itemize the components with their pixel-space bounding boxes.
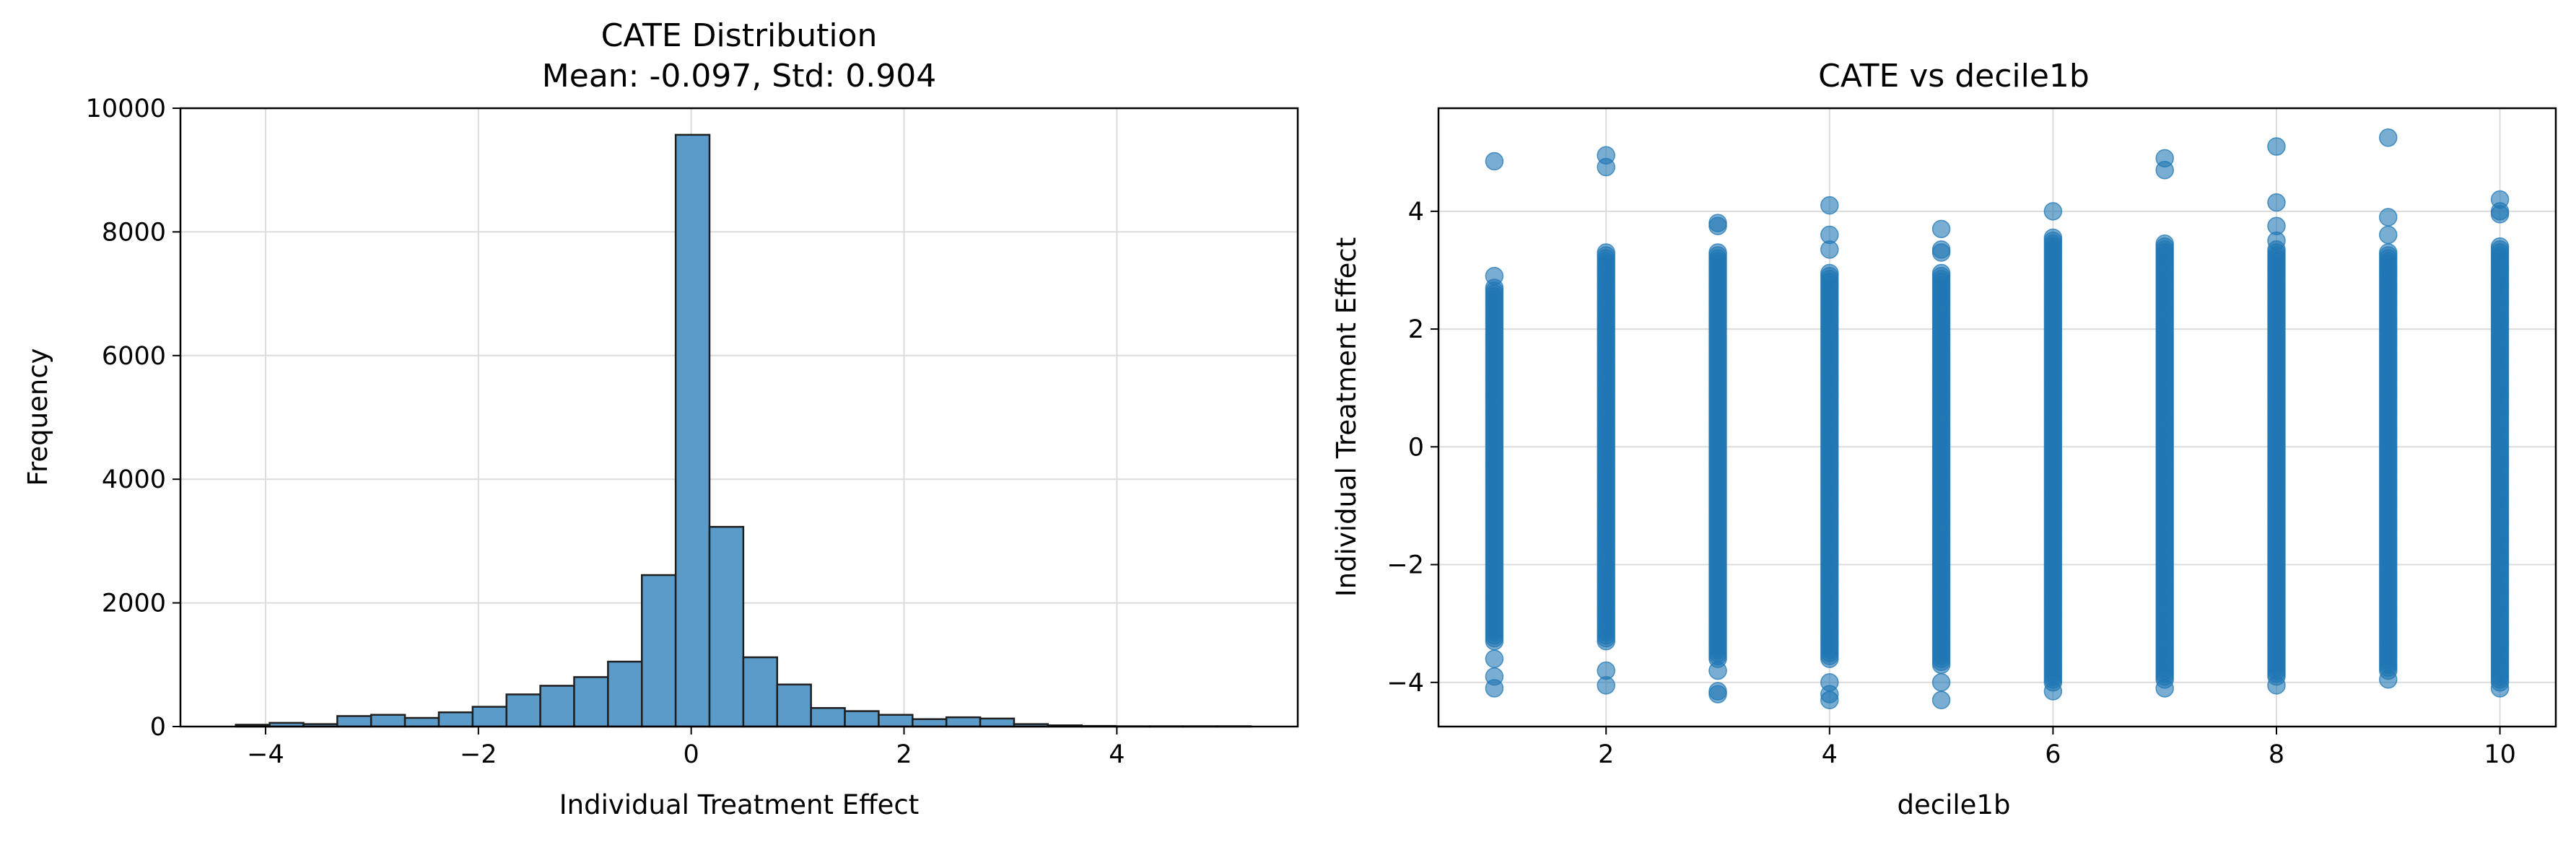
histogram-bar <box>708 525 745 728</box>
histogram-bar <box>674 133 711 728</box>
scatter-point <box>2155 234 2174 253</box>
histogram-x-ticks: −4 −2 0 2 4 <box>247 727 1125 769</box>
scatter-y-tick-label: 0 <box>1408 433 1424 462</box>
scatter-x-ticks: 2 4 6 8 10 <box>1598 727 2516 769</box>
scatter-point <box>2267 231 2286 250</box>
histogram-bar <box>336 715 372 728</box>
histogram-y-tick-label: 8000 <box>102 218 166 247</box>
scatter-point <box>1708 216 1727 235</box>
histogram-x-tick-label: 2 <box>896 740 912 769</box>
histogram-bar <box>539 685 575 728</box>
scatter-point <box>1597 157 1615 177</box>
scatter-x-tick-label: 2 <box>1598 740 1614 769</box>
scatter-point <box>1931 263 1951 283</box>
scatter-point <box>2155 160 2174 180</box>
scatter-point <box>2490 237 2510 256</box>
scatter-point <box>1597 676 1615 695</box>
scatter-y-label: Individual Treatment Effect <box>1331 237 1362 597</box>
scatter-point <box>1820 240 1839 259</box>
scatter-point <box>1820 263 1839 283</box>
histogram-bar <box>437 711 474 728</box>
scatter-point <box>1485 152 1504 171</box>
histogram-bar <box>810 707 846 728</box>
histogram-bar <box>471 706 507 728</box>
scatter-point <box>2043 202 2063 221</box>
histogram-bar <box>878 714 914 728</box>
scatter-point <box>1931 690 1951 710</box>
histogram-bar <box>776 683 812 728</box>
scatter-y-ticks: −4 −2 0 2 4 <box>1387 198 1438 698</box>
scatter-point <box>2379 208 2398 227</box>
histogram-y-label: Frequency <box>22 348 53 486</box>
histogram-bar <box>979 717 1016 728</box>
histogram-title: CATE Distribution <box>601 17 878 54</box>
scatter-point <box>1708 685 1727 703</box>
scatter-point <box>1931 243 1951 262</box>
scatter-point <box>2267 676 2286 695</box>
scatter-x-tick-label: 8 <box>2269 740 2284 769</box>
histogram-y-tick-label: 0 <box>150 713 166 742</box>
scatter-frame <box>1437 107 2557 728</box>
histogram-bar <box>505 693 541 728</box>
histogram-bar <box>912 718 948 728</box>
scatter-y-tick-label: −4 <box>1387 669 1424 698</box>
scatter-point <box>2043 682 2063 701</box>
scatter-point <box>1597 243 1615 262</box>
scatter-point <box>1931 219 1951 239</box>
scatter-point <box>1931 673 1951 692</box>
histogram-x-label: Individual Treatment Effect <box>559 789 919 820</box>
scatter-y-tick-label: −2 <box>1387 551 1424 580</box>
scatter-point <box>2379 670 2398 689</box>
histogram-bar <box>641 574 677 728</box>
scatter-y-tick-label: 2 <box>1408 315 1424 344</box>
scatter-point <box>2155 679 2174 698</box>
scatter-point <box>2379 225 2398 245</box>
histogram-x-tick-label: 0 <box>684 740 699 769</box>
scatter-point <box>2043 228 2063 247</box>
scatter-point <box>2267 193 2286 212</box>
histogram-y-tick-label: 2000 <box>102 589 166 618</box>
histogram-y-ticks: 0 2000 4000 6000 8000 10000 <box>86 95 180 742</box>
scatter-point <box>1485 679 1504 698</box>
histogram-bar <box>607 660 643 728</box>
histogram-bar <box>844 710 880 728</box>
histogram-panel: CATE Distribution Mean: -0.097, Std: 0.9… <box>22 17 1299 820</box>
scatter-point <box>2490 679 2510 698</box>
histogram-y-tick-label: 4000 <box>102 465 166 494</box>
scatter-point <box>2490 205 2510 224</box>
scatter-title: CATE vs decile1b <box>1818 58 2090 95</box>
scatter-x-tick-label: 10 <box>2484 740 2516 769</box>
scatter-x-tick-label: 6 <box>2045 740 2061 769</box>
scatter-point <box>1820 196 1839 215</box>
histogram-y-tick-label: 10000 <box>86 95 166 123</box>
scatter-panel: CATE vs decile1b 2 4 6 8 10 −4 −2 0 2 4 decile1b… <box>1331 58 2557 820</box>
scatter-point <box>1485 266 1504 286</box>
histogram-bar <box>573 676 609 728</box>
histogram-subtitle: Mean: -0.097, Std: 0.904 <box>542 58 936 95</box>
histogram-bars <box>235 133 1252 728</box>
histogram-frame <box>179 107 1299 728</box>
histogram-x-tick-label: −4 <box>247 740 284 769</box>
scatter-point <box>2379 243 2398 262</box>
histogram-bar <box>370 714 406 728</box>
histogram-y-tick-label: 6000 <box>102 342 166 371</box>
scatter-point <box>1820 690 1839 710</box>
histogram-bar <box>945 716 982 728</box>
scatter-point <box>1708 661 1727 680</box>
scatter-point <box>2379 128 2398 147</box>
scatter-y-tick-label: 4 <box>1408 198 1424 227</box>
scatter-points <box>1485 128 2510 710</box>
histogram-bar <box>742 656 779 728</box>
scatter-x-label: decile1b <box>1898 789 2011 820</box>
histogram-x-tick-label: 4 <box>1109 740 1125 769</box>
scatter-point <box>1485 649 1504 668</box>
histogram-bar <box>403 716 440 728</box>
histogram-x-tick-label: −2 <box>460 740 497 769</box>
scatter-point <box>1708 243 1727 262</box>
scatter-point <box>2267 137 2286 156</box>
scatter-x-tick-label: 4 <box>1822 740 1838 769</box>
